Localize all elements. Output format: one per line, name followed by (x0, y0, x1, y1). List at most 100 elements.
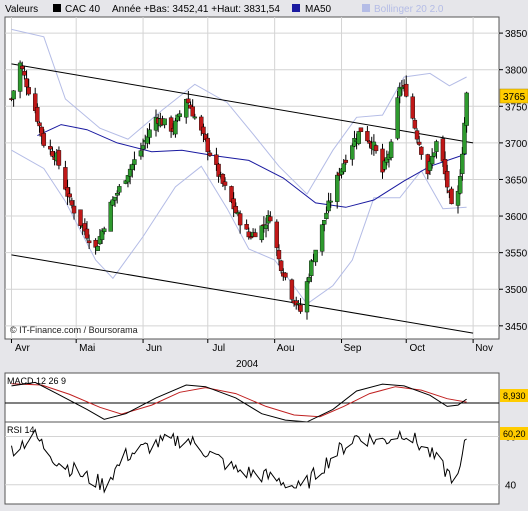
candle-body-down (358, 127, 364, 133)
price-y-tick-label: 3750 (505, 102, 528, 113)
time-x-axis: Avr Mai Jun Jul Aou Sep Oct Nov (10, 339, 493, 354)
candle-body-down (67, 193, 72, 198)
candle-body-up (324, 212, 329, 220)
candle-body-down (445, 170, 450, 188)
candle-body-down (343, 159, 349, 163)
last-price-badge-background (499, 88, 528, 104)
candle-body-up (460, 153, 465, 174)
candle-body-up (388, 141, 394, 158)
candle-body-up (350, 145, 355, 160)
macd-line (11, 381, 467, 423)
candle-body-down (56, 150, 62, 166)
candle-body-up (356, 131, 361, 144)
candle-body-up (429, 155, 435, 165)
macd-title: MACD 12 26 9 (7, 376, 66, 386)
candle-body-up (341, 163, 346, 173)
price-y-tick-label: 3700 (505, 139, 528, 150)
candle-body-down (207, 152, 213, 156)
candle-body-up (145, 136, 150, 144)
month-tick-label: Avr (15, 343, 30, 354)
candle-body-down (35, 107, 40, 122)
candle-body-down (414, 130, 420, 140)
price-y-tick-label: 3600 (505, 212, 528, 223)
candle-body-down (22, 71, 27, 76)
price-plot-background (4, 16, 500, 340)
rsi-plot-background (4, 421, 500, 505)
candle-body-up (102, 228, 107, 233)
candle-body-down (283, 272, 288, 278)
candle-body-down (41, 133, 47, 146)
candle-body-down (449, 188, 454, 205)
price-plot: 3450 3500 3550 3600 3650 3700 3750 3800 3850 Avr… (4, 16, 528, 354)
candle-body-up (309, 260, 314, 276)
candle-body-up (296, 302, 301, 305)
candle-body-down (412, 119, 418, 129)
candle-body-down (37, 122, 42, 127)
candle-body-up (457, 176, 463, 194)
candle-body-up (11, 90, 16, 100)
chart-header: Valeurs CAC 40 Année +Bas: 3452,41 +Haut… (5, 4, 444, 15)
candle-body-down (404, 83, 409, 97)
candle-body-up (326, 200, 331, 212)
candle-body-down (410, 96, 415, 119)
candle-body-up (335, 174, 340, 202)
candle-body-up (99, 230, 105, 240)
month-tick-label: Jul (212, 343, 225, 354)
ma50-legend-swatch (292, 4, 300, 12)
price-y-tick-label: 3650 (505, 175, 528, 186)
candle-body-down (190, 106, 195, 117)
candle-body-down (440, 138, 446, 162)
candle-body-up (432, 152, 437, 157)
bollinger-legend-swatch (362, 4, 370, 12)
candle-body-down (26, 87, 31, 95)
candle-body-up (130, 164, 135, 170)
candle-body-up (162, 118, 167, 126)
candle-body-down (214, 154, 219, 165)
macd-value-badge (500, 389, 528, 402)
candle-body-up (192, 116, 198, 119)
candle-body-up (328, 200, 333, 203)
candle-body-up (173, 120, 178, 135)
candle-body-down (222, 181, 228, 186)
month-tick-label: Nov (475, 343, 493, 354)
candle-body-down (419, 146, 424, 155)
rsi-panel: 4060 RSI 14 60,20 (4, 421, 528, 505)
candle-body-up (263, 224, 269, 229)
candle-body-down (373, 145, 379, 152)
candle-body-down (289, 279, 295, 300)
candle-body-down (186, 98, 191, 104)
candle-body-up (352, 138, 357, 147)
candle-body-down (268, 216, 273, 222)
candle-body-up (395, 97, 400, 139)
rsi-y-tick-label: 40 (505, 481, 517, 492)
bollinger-upper-band (11, 28, 467, 195)
candle-body-up (464, 92, 469, 126)
candle-body-up (399, 86, 405, 90)
candle-body-down (365, 131, 370, 142)
month-tick-label: Jun (146, 343, 162, 354)
month-tick-label: Oct (409, 343, 425, 354)
bollinger-legend-label: Bollinger 20 2.0 (374, 4, 444, 15)
candle-body-down (278, 260, 284, 272)
candle-body-down (71, 205, 77, 214)
candle-body-down (248, 236, 254, 239)
cac-legend-label: CAC 40 (65, 4, 100, 15)
candle-body-down (216, 163, 221, 177)
candle-body-up (304, 281, 310, 313)
candle-body-up (17, 62, 23, 92)
valeurs-label: Valeurs (5, 4, 38, 15)
price-y-tick-label: 3500 (505, 285, 528, 296)
ma50-path (37, 124, 467, 208)
month-tick-label: Mai (79, 343, 95, 354)
candle-body-up (462, 122, 467, 155)
year-stats-text: Année +Bas: 3452,41 +Haut: 3831,54 (112, 4, 280, 15)
month-tick-label: Aou (277, 343, 295, 354)
candle-body-down (84, 228, 90, 239)
candle-body-up (259, 225, 264, 241)
ma50-line (37, 124, 467, 208)
candle-body-down (416, 141, 422, 145)
macd-signal-line (11, 383, 467, 418)
macd-series (11, 381, 467, 423)
